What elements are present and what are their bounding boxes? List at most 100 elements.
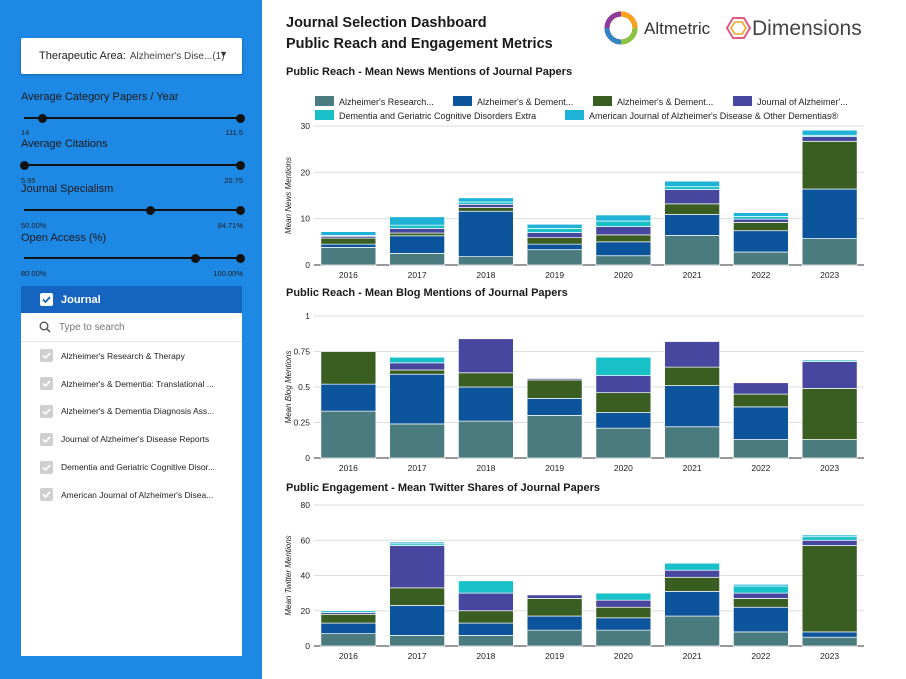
bar-segment[interactable]: [526, 594, 583, 599]
bar-segment[interactable]: [526, 378, 583, 381]
bar-segment[interactable]: [458, 338, 514, 374]
bar-segment[interactable]: [320, 351, 377, 385]
bar-segment[interactable]: [733, 222, 789, 232]
bar-segment[interactable]: [733, 592, 789, 599]
journal-list-item[interactable]: Alzheimer's Research & Therapy: [21, 342, 242, 370]
bar-segment[interactable]: [526, 243, 583, 251]
journal-checkbox[interactable]: [40, 460, 53, 474]
bar-segment[interactable]: [664, 615, 720, 647]
bar-segment[interactable]: [733, 230, 789, 253]
journal-checkbox[interactable]: [40, 377, 53, 391]
bar-segment[interactable]: [458, 622, 514, 636]
bar-segment[interactable]: [389, 369, 445, 375]
bar-segment[interactable]: [733, 631, 789, 647]
slider-low-handle[interactable]: [191, 253, 201, 263]
bar-segment[interactable]: [801, 388, 858, 440]
bar-segment[interactable]: [389, 545, 445, 589]
bar-segment[interactable]: [664, 203, 720, 215]
bar-segment[interactable]: [595, 629, 652, 647]
bar-segment[interactable]: [320, 613, 377, 624]
bar-segment[interactable]: [664, 569, 720, 578]
bar-segment[interactable]: [389, 224, 445, 229]
bar-segment[interactable]: [526, 379, 583, 399]
bar-segment[interactable]: [458, 203, 514, 208]
bar-segment[interactable]: [389, 635, 445, 647]
bar-segment[interactable]: [526, 615, 583, 631]
bar-segment[interactable]: [526, 228, 583, 233]
bar-segment[interactable]: [458, 610, 514, 624]
bar-segment[interactable]: [595, 356, 652, 376]
bar-segment[interactable]: [320, 633, 377, 647]
slider-high-handle[interactable]: [235, 160, 245, 170]
bar-segment[interactable]: [389, 253, 445, 266]
bar-segment[interactable]: [595, 220, 652, 227]
bar-segment[interactable]: [733, 218, 789, 223]
bar-segment[interactable]: [595, 592, 652, 601]
bar-segment[interactable]: [595, 427, 652, 459]
select-all-checkbox[interactable]: [40, 293, 53, 306]
bar-segment[interactable]: [320, 410, 377, 459]
bar-segment[interactable]: [595, 617, 652, 631]
journal-checkbox[interactable]: [40, 404, 53, 418]
bar-segment[interactable]: [458, 592, 514, 612]
bar-segment[interactable]: [801, 238, 858, 266]
bar-segment[interactable]: [458, 580, 514, 594]
bar-segment[interactable]: [664, 214, 720, 236]
bar-segment[interactable]: [733, 583, 789, 587]
bar-segment[interactable]: [458, 210, 514, 258]
bar-segment[interactable]: [595, 412, 652, 429]
bar-segment[interactable]: [733, 215, 789, 220]
bar-segment[interactable]: [733, 251, 789, 266]
bar-segment[interactable]: [801, 534, 858, 538]
bar-segment[interactable]: [526, 232, 583, 239]
bar-segment[interactable]: [526, 237, 583, 245]
bar-segment[interactable]: [320, 231, 377, 236]
therapeutic-area-dropdown[interactable]: Therapeutic Area: Alzheimer's Dise... (1…: [21, 38, 242, 74]
bar-segment[interactable]: [526, 249, 583, 266]
bar-segment[interactable]: [320, 610, 377, 613]
bar-segment[interactable]: [664, 234, 720, 266]
bar-segment[interactable]: [801, 188, 858, 239]
slider-low-handle[interactable]: [145, 205, 155, 215]
bar-segment[interactable]: [664, 366, 720, 386]
bar-segment[interactable]: [595, 375, 652, 394]
bar-segment[interactable]: [733, 585, 789, 594]
bar-segment[interactable]: [595, 214, 652, 222]
bar-segment[interactable]: [389, 356, 445, 364]
bar-segment[interactable]: [458, 420, 514, 459]
bar-segment[interactable]: [389, 605, 445, 636]
bar-segment[interactable]: [664, 180, 720, 188]
bar-segment[interactable]: [664, 591, 720, 617]
bar-segment[interactable]: [389, 373, 445, 425]
bar-segment[interactable]: [801, 545, 858, 633]
bar-segment[interactable]: [389, 587, 445, 606]
bar-segment[interactable]: [458, 207, 514, 212]
bar-segment[interactable]: [526, 629, 583, 647]
bar-segment[interactable]: [595, 255, 652, 266]
bar-segment[interactable]: [389, 541, 445, 545]
bar-segment[interactable]: [595, 226, 652, 236]
bar-segment[interactable]: [389, 235, 445, 254]
bar-segment[interactable]: [733, 406, 789, 440]
bar-segment[interactable]: [733, 606, 789, 633]
bar-segment[interactable]: [458, 197, 514, 203]
journal-list-item[interactable]: Journal of Alzheimer's Disease Reports: [21, 425, 242, 453]
bar-segment[interactable]: [458, 256, 514, 266]
bar-segment[interactable]: [664, 186, 720, 190]
open-access-slider[interactable]: [24, 253, 245, 263]
bar-segment[interactable]: [664, 576, 720, 592]
bar-segment[interactable]: [801, 136, 858, 142]
bar-segment[interactable]: [664, 385, 720, 428]
journal-list-item[interactable]: Dementia and Geriatric Cognitive Disor..…: [21, 453, 242, 481]
slider-low-handle[interactable]: [37, 113, 47, 123]
journal-list-item[interactable]: Alzheimer's & Dementia Diagnosis Ass...: [21, 398, 242, 426]
journal-checkbox[interactable]: [40, 488, 53, 502]
journal-checkbox[interactable]: [40, 349, 53, 363]
bar-segment[interactable]: [320, 622, 377, 635]
bar-segment[interactable]: [526, 598, 583, 617]
bar-segment[interactable]: [458, 372, 514, 388]
bar-segment[interactable]: [595, 234, 652, 243]
bar-segment[interactable]: [733, 439, 789, 459]
bar-segment[interactable]: [733, 598, 789, 608]
bar-segment[interactable]: [595, 599, 652, 608]
